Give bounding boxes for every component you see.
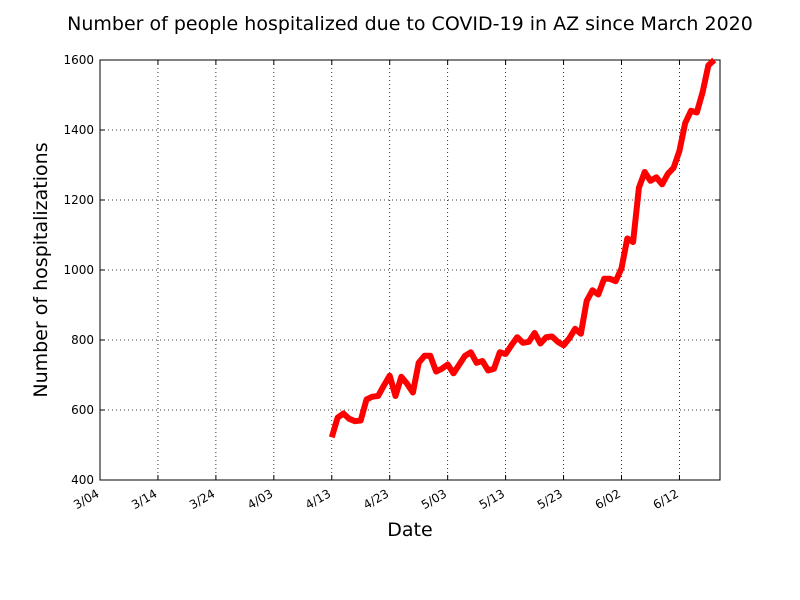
x-tick-label: 4/13 xyxy=(303,486,333,512)
series-layer xyxy=(328,57,717,439)
chart-title: Number of people hospitalized due to COV… xyxy=(67,13,753,35)
y-tick-label: 600 xyxy=(71,403,94,417)
y-tick-label: 1200 xyxy=(63,193,94,207)
y-tick-label: 1000 xyxy=(63,263,94,277)
x-axis: 3/04 3/14 3/24 4/03 4/13 4/23 5/03 5/13 5/23 6/02… xyxy=(71,60,681,512)
y-tick-label: 1400 xyxy=(63,123,94,137)
y-tick-label: 800 xyxy=(71,333,94,347)
y-tick-label: 400 xyxy=(71,473,94,487)
x-tick-label: 5/23 xyxy=(535,486,565,512)
grid-lines xyxy=(99,59,720,481)
x-tick-label: 3/24 xyxy=(187,486,217,512)
series-line-hospitalizations xyxy=(328,57,717,439)
x-tick-label: 5/03 xyxy=(419,486,449,512)
x-tick-label: 4/03 xyxy=(245,486,275,512)
x-tick-label: 6/02 xyxy=(593,486,623,512)
x-tick-label: 4/23 xyxy=(361,486,391,512)
x-axis-label: Date xyxy=(387,519,432,541)
x-tick-label: 6/12 xyxy=(651,486,681,512)
y-axis: 400 600 800 1000 1200 1400 1600 xyxy=(63,53,720,487)
x-tick-label: 3/14 xyxy=(129,486,159,512)
x-tick-label: 3/04 xyxy=(71,486,101,512)
y-tick-label: 1600 xyxy=(63,53,94,67)
y-axis-label: Number of hospitalizations xyxy=(30,142,52,397)
x-tick-label: 5/13 xyxy=(477,486,507,512)
